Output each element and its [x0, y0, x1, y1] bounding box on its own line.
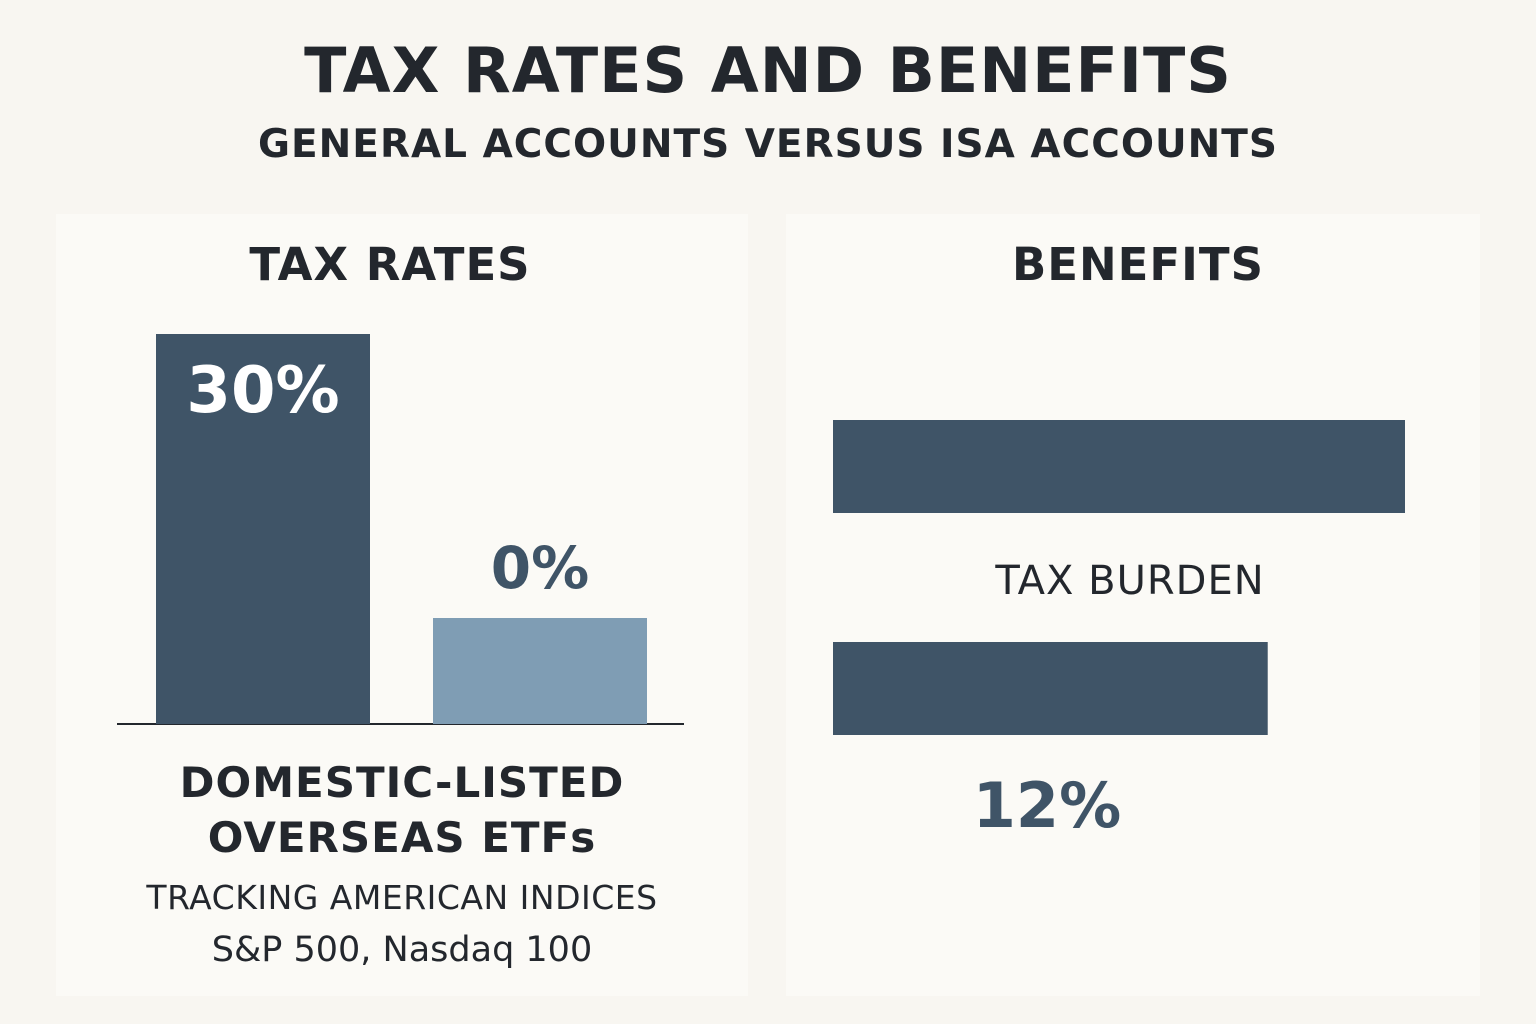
caption-line-2: OVERSEAS ETFs — [207, 813, 597, 862]
tax-bar-1 — [156, 334, 370, 724]
benefit-bar-2 — [833, 642, 1268, 735]
tax-burden-label: TAX BURDEN — [994, 558, 1264, 604]
benefit-bar-2-value: 12% — [973, 769, 1121, 842]
caption-line-3: TRACKING AMERICAN INDICES — [146, 878, 658, 917]
caption-line-4: S&P 500, Nasdaq 100 — [211, 930, 593, 970]
tax-bar-2 — [433, 618, 647, 724]
page-subtitle: GENERAL ACCOUNTS VERSUS ISA ACCOUNTS — [258, 122, 1278, 167]
benefits-heading: BENEFITS — [1011, 238, 1265, 291]
caption-line-1: DOMESTIC-LISTED — [179, 758, 625, 807]
page-title: TAX RATES AND BENEFITS — [304, 34, 1232, 107]
benefits-panel — [786, 214, 1480, 996]
benefit-bar-1 — [833, 420, 1405, 513]
tax-rates-heading: TAX RATES — [249, 238, 531, 291]
tax-bar-1-label: 30% — [186, 354, 339, 428]
tax-bar-2-label: 0% — [491, 534, 589, 602]
